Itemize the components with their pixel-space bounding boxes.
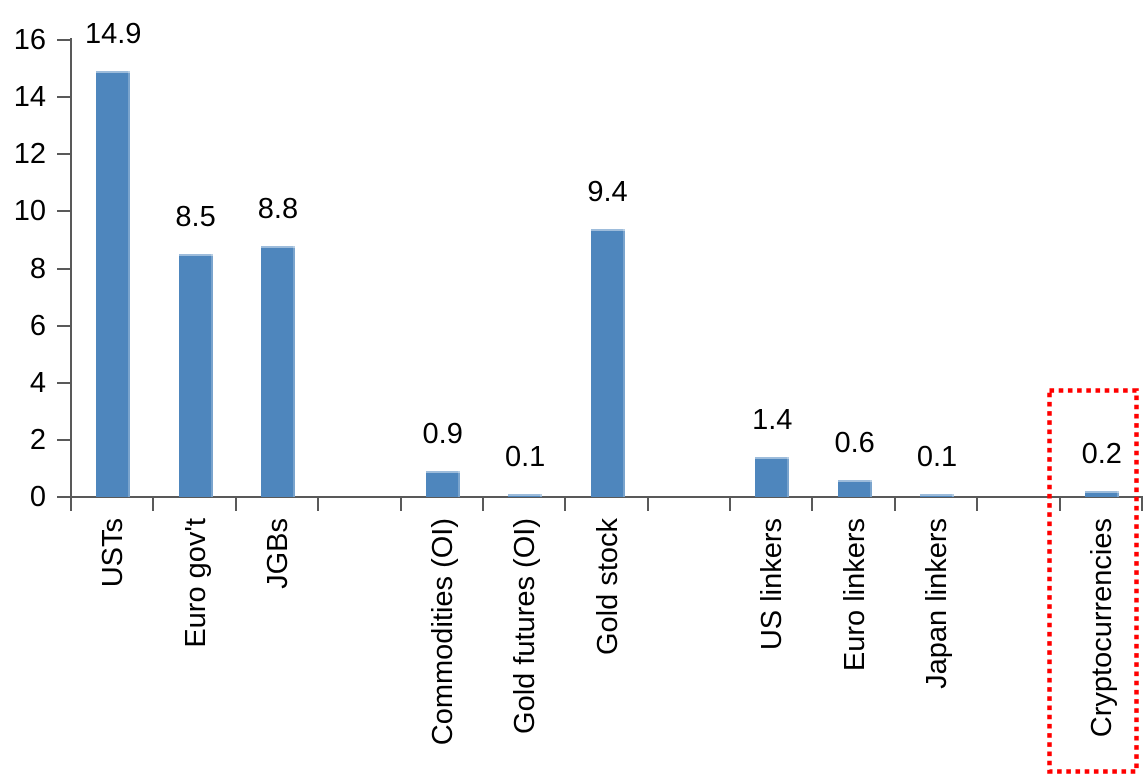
x-axis-tick (481, 498, 484, 511)
y-axis-tick (57, 438, 70, 441)
bar-japan-linkers (920, 494, 955, 497)
bar-commodities-oi (425, 471, 460, 497)
category-label-usts: USTs (97, 518, 130, 588)
x-axis-tick (152, 498, 155, 511)
y-tick-label-6: 6 (29, 309, 46, 342)
category-label-cryptocurrencies: Cryptocurrencies (1085, 518, 1118, 738)
x-axis-tick (317, 498, 320, 511)
y-tick-label-4: 4 (29, 366, 46, 399)
x-axis-tick (234, 498, 237, 511)
value-label-gold-futures-oi: 0.1 (504, 441, 546, 473)
category-label-us-linkers: US linkers (756, 518, 789, 651)
category-label-japan-linkers: Japan linkers (921, 518, 954, 689)
y-tick-label-16: 16 (13, 24, 46, 56)
value-label-us-linkers: 1.4 (752, 404, 793, 436)
y-axis-tick (57, 496, 70, 498)
y-axis-tick (57, 96, 70, 99)
x-axis-tick (70, 498, 72, 511)
y-tick-label-12: 12 (13, 138, 46, 171)
x-axis-tick (729, 498, 732, 511)
x-axis-line (70, 496, 1143, 498)
x-axis-tick (399, 498, 402, 511)
y-axis-tick (57, 153, 70, 156)
value-label-cryptocurrencies: 0.2 (1081, 438, 1122, 470)
bar-euro-gov-t (178, 254, 213, 497)
value-label-jgbs: 8.8 (257, 193, 299, 225)
category-label-gold-futures-oi: Gold futures (OI) (509, 518, 542, 734)
value-label-gold-stock: 9.4 (587, 176, 628, 208)
bar-cryptocurrencies (1084, 491, 1119, 497)
category-label-gold-stock: Gold stock (591, 518, 624, 655)
bar-jgbs (260, 246, 295, 497)
value-label-euro-linkers: 0.6 (834, 427, 875, 459)
x-axis-tick (811, 498, 814, 511)
x-axis-tick (976, 498, 979, 511)
value-label-usts: 14.9 (84, 18, 142, 50)
y-axis-tick (57, 381, 70, 384)
value-label-euro-gov-t: 8.5 (175, 201, 216, 233)
y-tick-label-0: 0 (29, 481, 46, 513)
x-axis-tick (893, 498, 896, 511)
x-axis-tick (646, 498, 649, 511)
y-axis-tick (57, 210, 70, 213)
bar-usts (96, 71, 131, 497)
y-tick-label-10: 10 (13, 195, 46, 228)
category-label-jgbs: JGBs (261, 518, 294, 589)
y-tick-label-8: 8 (29, 252, 46, 285)
bar-euro-linkers (837, 480, 872, 497)
y-axis-line (70, 38, 72, 510)
category-label-euro-gov-t: Euro gov't (179, 518, 212, 648)
y-tick-label-14: 14 (13, 81, 46, 114)
value-label-commodities-oi: 0.9 (422, 418, 463, 450)
y-tick-label-2: 2 (29, 423, 46, 456)
y-axis-tick (57, 324, 70, 327)
category-label-commodities-oi: Commodities (OI) (426, 518, 459, 746)
y-axis-tick (57, 39, 70, 41)
x-axis-tick (1141, 498, 1143, 511)
bar-gold-futures-oi (508, 494, 543, 497)
value-label-japan-linkers: 0.1 (916, 441, 958, 473)
bar-gold-stock (590, 229, 625, 497)
category-label-euro-linkers: Euro linkers (838, 518, 871, 672)
bar-us-linkers (755, 457, 790, 497)
y-axis-tick (57, 267, 70, 270)
x-axis-tick (564, 498, 567, 511)
x-axis-tick (1058, 498, 1061, 511)
